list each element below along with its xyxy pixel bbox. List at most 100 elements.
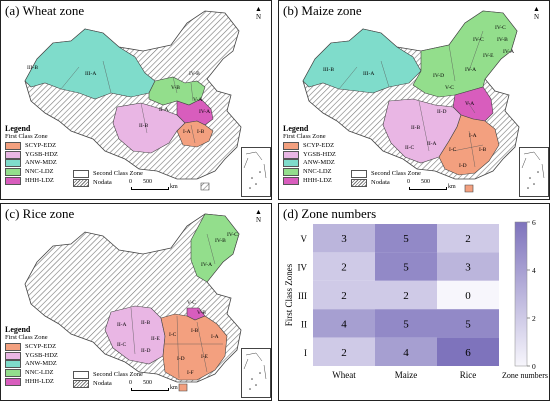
- hainan-island: [178, 383, 188, 392]
- x-tick-label: Wheat: [332, 370, 356, 380]
- legend-title: Legend: [5, 124, 31, 133]
- scale-line: [131, 187, 169, 190]
- swatch-nodata: [73, 379, 89, 388]
- legend-item: Second Class Zone: [73, 169, 143, 178]
- scale-bar: 0 500 km: [129, 380, 185, 395]
- heatmap-cell: [437, 224, 499, 253]
- zone-label: I-D: [459, 163, 467, 169]
- zone-label: I-A: [183, 129, 191, 135]
- cell-value: 5: [403, 262, 409, 274]
- legend-label: NNC-LDZ: [303, 168, 332, 176]
- swatch-second-class: [73, 169, 89, 178]
- north-arrow: ▲ N: [533, 5, 540, 21]
- y-tick-label: I: [304, 348, 307, 358]
- swatch-nodata: [351, 178, 367, 187]
- legend-item: YGSB-HDZ: [5, 351, 58, 361]
- zone-label: V-B: [197, 310, 206, 316]
- legend-item: ANW-MDZ: [5, 360, 58, 369]
- map-panel-wheat: (a) Wheat zone ▲ N III-B III-A IV-B V-B …: [0, 0, 272, 200]
- colorbar-tick-label: 2: [532, 314, 536, 323]
- zone-scyp: [438, 114, 500, 176]
- cell-value: 5: [403, 318, 409, 330]
- scale-bar: 0 500 km: [407, 179, 463, 194]
- zone-label: I-B: [197, 129, 205, 135]
- colorbar-tick-label: 4: [532, 266, 536, 275]
- scale-bar: 0 500 km: [129, 179, 185, 194]
- panel-title-wheat: (a) Wheat zone: [5, 3, 85, 18]
- zone-label: V-B: [171, 85, 180, 91]
- legend-label: HHH-LDZ: [25, 176, 54, 184]
- zone-label: V-A: [465, 101, 475, 107]
- zone-label: II-B: [141, 320, 151, 326]
- legend-item: Second Class Zone: [73, 370, 143, 379]
- zone-label: IV-A: [199, 109, 211, 115]
- map-panel-maize: (b) Maize zone ▲ N IV-B IV-C IV-A IV-D I…: [278, 0, 550, 200]
- zone-label: IV-C: [473, 37, 484, 43]
- zone-label: II-A: [117, 322, 127, 328]
- zone-label: IV-D: [433, 73, 445, 79]
- cell-value: 2: [341, 262, 347, 274]
- zone-label: I-B: [191, 328, 199, 334]
- scale-mid: 500: [143, 380, 152, 386]
- zone-label: II-D: [437, 109, 447, 115]
- swatch-ygsb: [5, 150, 21, 159]
- north-label: N: [533, 13, 539, 21]
- heatmap-cell: [437, 252, 499, 281]
- legend-subtitle: First Class Zone: [5, 133, 48, 140]
- zone-label: I-B: [479, 147, 487, 153]
- zone-label: III-A: [363, 71, 375, 77]
- colorbar-tick-label: 6: [532, 218, 536, 227]
- legend-label: NNC-LDZ: [25, 168, 54, 176]
- legend-item: Nodata: [73, 178, 143, 187]
- legend-label: YGSB-HDZ: [25, 150, 58, 158]
- zone-label: I-D: [177, 356, 185, 362]
- zone-label: V-C: [187, 300, 196, 306]
- legend-label: Second Class Zone: [93, 170, 143, 177]
- north-arrow: ▲ N: [255, 5, 262, 21]
- zone-label: II-E: [151, 336, 160, 342]
- colorbar-tick-label: 0: [532, 362, 536, 371]
- swatch-nodata: [73, 178, 89, 187]
- second-class-boundaries: [338, 30, 484, 168]
- cell-value: 2: [341, 290, 347, 302]
- legend-title: Legend: [283, 124, 309, 133]
- legend-item: ANW-MDZ: [5, 159, 58, 168]
- heatmap-cell: [313, 280, 375, 310]
- zone-label: III-A: [85, 71, 97, 77]
- north-arrow-icon: ▲: [255, 208, 262, 216]
- north-arrow-icon: ▲: [533, 5, 540, 13]
- wheat-zone-map: [24, 10, 242, 191]
- heatmap-cell: [375, 309, 437, 338]
- legend-item: NNC-LDZ: [283, 168, 336, 177]
- legend-item: HHH-LDZ: [5, 176, 58, 185]
- north-label: N: [255, 13, 261, 21]
- cell-value: 2: [465, 233, 471, 245]
- zone-label: I-C: [449, 147, 457, 153]
- swatch-ygsb: [5, 351, 21, 360]
- panel-title-rice: (c) Rice zone: [5, 206, 75, 221]
- north-label: N: [255, 216, 261, 224]
- south-china-sea-inset: [241, 348, 271, 398]
- heatmap-cell: [437, 309, 499, 338]
- zone-numbers-panel: (d) Zone numbers 3 5 2 2 5 3 2 2 0 4 5 5 2 4 6 V IV III II…: [278, 203, 550, 401]
- zone-anw: [302, 28, 422, 94]
- second-class-boundaries: [130, 233, 223, 379]
- map-panel-rice: (c) Rice zone ▲ N IV-B IV-C IV-A V-C V-B…: [0, 203, 272, 401]
- zone-nnc: [190, 213, 240, 283]
- swatch-second-class: [351, 169, 367, 178]
- cell-value: 2: [341, 347, 347, 359]
- legend-item: SCYP-EDZ: [283, 142, 336, 151]
- scale-mid: 500: [421, 179, 430, 185]
- hainan-island: [200, 182, 210, 191]
- south-china-sea-inset: [519, 147, 549, 197]
- legend-first-class: Legend First Class Zone SCYP-EDZ YGSB-HD…: [5, 125, 58, 185]
- zone-label: I-C: [169, 332, 177, 338]
- scale-unit: km: [170, 184, 178, 190]
- legend-label: Nodata: [371, 179, 390, 186]
- zone-label: II-A: [159, 107, 169, 113]
- scale-mid: 500: [143, 179, 152, 185]
- cell-value: 3: [465, 262, 471, 274]
- north-arrow-icon: ▲: [255, 5, 262, 13]
- zone-ygsb: [112, 102, 186, 154]
